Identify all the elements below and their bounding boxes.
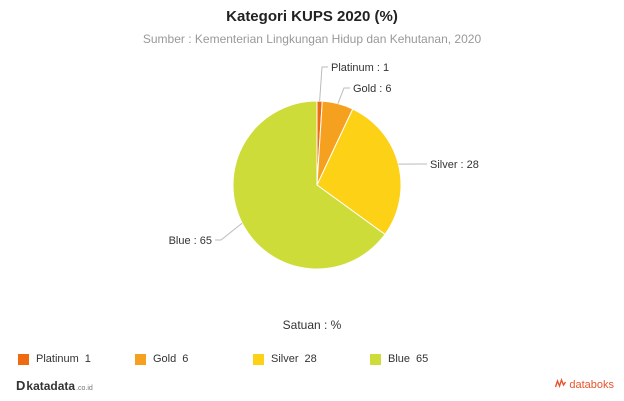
- legend-swatch-silver: [253, 353, 264, 365]
- slice-connector-gold: [337, 87, 350, 104]
- unit-label: Satuan : %: [282, 318, 342, 332]
- legend-swatch-blue: [370, 353, 381, 365]
- legend-item-platinum[interactable]: Platinum 1: [18, 353, 91, 365]
- slice-label-platinum: Platinum : 1: [331, 62, 389, 74]
- pie-chart: Platinum : 1 Gold : 6 Silver : 28 Blue : 65: [169, 62, 479, 270]
- databoks-logo: databoks: [555, 377, 614, 392]
- legend-item-blue[interactable]: Blue 65: [370, 353, 428, 365]
- legend-label: Gold: [153, 353, 177, 365]
- legend-value: 28: [304, 353, 317, 365]
- pie-slice-blue[interactable]: [232, 100, 386, 270]
- databoks-wordmark: databoks: [569, 379, 614, 391]
- legend-item-gold[interactable]: Gold 6: [135, 353, 188, 365]
- legend-swatch-platinum: [18, 353, 29, 365]
- legend: Platinum 1 Gold 6 Silver 28 Blue 65: [18, 353, 618, 369]
- legend-label: Silver: [271, 353, 299, 365]
- katadata-suffix: .co.id: [76, 385, 93, 392]
- chart-wave-icon: [555, 377, 567, 392]
- legend-label: Blue: [388, 353, 411, 365]
- legend-swatch-gold: [135, 353, 146, 365]
- legend-value: 6: [182, 353, 189, 365]
- katadata-mark: D: [16, 378, 26, 393]
- legend-value: 65: [416, 353, 429, 365]
- legend-value: 1: [84, 353, 91, 365]
- katadata-logo: D katadata .co.id: [16, 378, 93, 393]
- slice-label-gold: Gold : 6: [353, 83, 392, 95]
- slice-connector-blue: [215, 222, 243, 241]
- chart-subtitle: Sumber : Kementerian Lingkungan Hidup da…: [142, 32, 482, 46]
- pie-slice-silver[interactable]: [316, 108, 402, 236]
- legend-label: Platinum: [36, 353, 79, 365]
- legend-item-silver[interactable]: Silver 28: [253, 353, 317, 365]
- chart-title: Kategori KUPS 2020 (%): [226, 8, 398, 25]
- slice-label-blue: Blue : 65: [169, 235, 212, 247]
- slice-label-silver: Silver : 28: [430, 159, 479, 171]
- katadata-wordmark: katadata: [26, 379, 76, 393]
- slice-connector-platinum: [319, 66, 328, 102]
